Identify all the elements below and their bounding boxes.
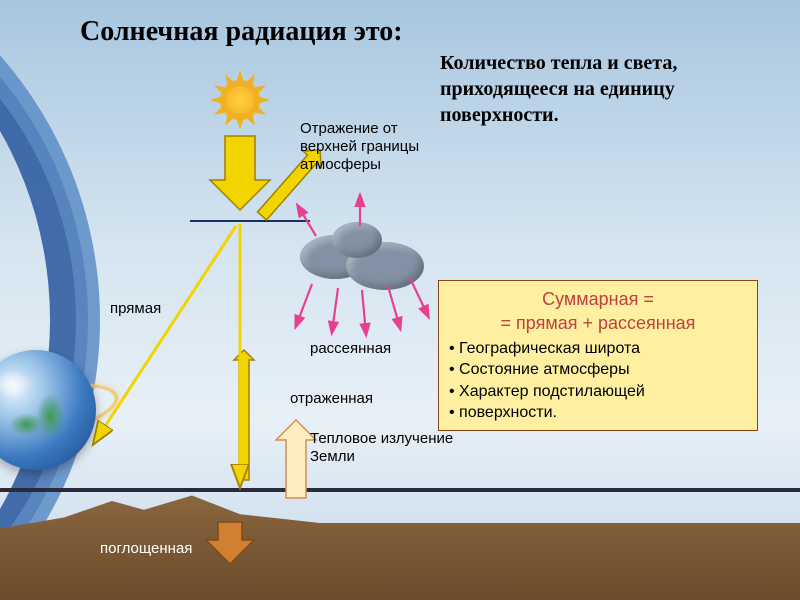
line-arrow <box>388 286 400 328</box>
block-arrow <box>234 350 254 480</box>
label-reflection-top: Отражение от верхней границы атмосферы <box>300 120 450 174</box>
infobox-item: поверхности. <box>449 402 747 424</box>
line-arrow <box>362 290 366 334</box>
infobox-bullets: Географическая широтаСостояние атмосферы… <box>449 338 747 424</box>
page-title: Солнечная радиация это: <box>80 16 403 48</box>
atmosphere-boundary <box>190 220 310 222</box>
infobox-line2: = прямая + рассеянная <box>449 311 747 335</box>
label-thermal: Тепловое излучение Земли <box>310 430 480 466</box>
horizon-line <box>0 488 800 492</box>
label-reflected: отраженная <box>290 390 373 407</box>
summary-infobox: Суммарная = = прямая + рассеянная Геогра… <box>438 280 758 431</box>
infobox-item: Географическая широта <box>449 338 747 360</box>
label-scattered: рассеянная <box>310 340 391 357</box>
line-arrow <box>410 278 428 316</box>
infobox-item: Состояние атмосферы <box>449 359 747 381</box>
cloud-icon <box>332 222 382 258</box>
label-absorbed: поглощенная <box>100 540 192 557</box>
infobox-line1: Суммарная = <box>449 287 747 311</box>
line-arrow <box>296 284 312 326</box>
definition-text: Количество тепла и света, приходящееся н… <box>440 50 770 128</box>
sun-icon <box>210 70 270 130</box>
label-direct: прямая <box>110 300 161 317</box>
sun-ray <box>235 114 245 130</box>
block-arrow <box>210 136 270 210</box>
line-arrow <box>332 288 338 332</box>
infobox-item: Характер подстилающей <box>449 381 747 403</box>
